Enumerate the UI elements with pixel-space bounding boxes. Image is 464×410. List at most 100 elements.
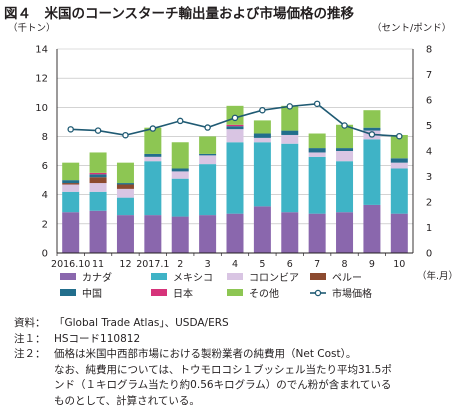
legend-label: コロンビア (249, 272, 299, 284)
bar-segment-5 (281, 130, 299, 135)
right-tick-label: 8 (426, 45, 432, 56)
note-2-line-3: ンド（１キログラム当たり約0.56キログラム）のでん粉が含まれている (54, 379, 392, 391)
bar-segment-3 (281, 134, 299, 144)
bar-segment-1 (363, 204, 381, 253)
price-point (341, 122, 348, 129)
bar-segment-1 (62, 212, 80, 253)
bar-segment-3 (308, 152, 326, 157)
right-tick-label: 5 (426, 121, 432, 132)
legend-label: 日本 (173, 287, 193, 300)
legend-swatch (60, 273, 76, 280)
legend-swatch (227, 289, 243, 296)
bar-segment-2 (199, 164, 217, 216)
price-line (67, 100, 403, 140)
category-label: 9 (369, 259, 375, 270)
bar-segment-5 (363, 127, 381, 131)
source-text: 「Global Trade Atlas」、USDA/ERS (54, 317, 229, 329)
bar-segment-5 (171, 168, 189, 172)
right-tick-label: 2 (426, 198, 432, 209)
bar-segment-3 (116, 188, 134, 198)
legend-swatch (310, 273, 326, 280)
category-label: 7 (314, 259, 320, 270)
x-axis-unit: （年.月） (417, 270, 458, 282)
bar-segment-4 (89, 177, 107, 184)
legend-label: メキシコ (173, 273, 213, 284)
right-tick-label: 7 (426, 70, 432, 81)
bar-segment-2 (308, 156, 326, 214)
bar-segment-5 (390, 158, 408, 163)
bar-segment-1 (116, 215, 134, 253)
category-label: 2 (177, 259, 183, 270)
bar-segment-7 (171, 142, 189, 169)
bar-segment-1 (199, 215, 217, 253)
price-point (286, 103, 294, 110)
bar-segment-2 (363, 139, 381, 205)
bar-segment-7 (336, 124, 354, 149)
note-1-text: HSコード110812 (54, 332, 141, 345)
left-tick-label: 14 (35, 45, 48, 56)
bar-segment-3 (171, 171, 189, 179)
bar-segment-5 (199, 153, 217, 156)
bar-segment-2 (281, 143, 299, 213)
bar-segment-7 (144, 127, 162, 154)
bar-segment-3 (199, 155, 217, 165)
price-point (368, 131, 376, 138)
left-tick-label: 2 (42, 219, 48, 230)
bar-segment-2 (171, 178, 189, 217)
note-2-line-4: ものとして、計算されている。 (54, 394, 200, 407)
bar-segment-5 (62, 180, 80, 184)
bar-segment-6 (226, 124, 244, 127)
price-point (149, 125, 157, 132)
left-tick-label: 6 (42, 161, 48, 172)
price-point (313, 100, 321, 108)
bar-segment-2 (253, 142, 271, 207)
bar-segment-2 (226, 142, 244, 214)
price-point (122, 131, 129, 139)
bars (62, 105, 408, 253)
bar-segment-5 (308, 148, 326, 153)
stacked-bar-line-chart: （千トン） （セント/ポンド） 024681012140123456782016… (8, 22, 458, 300)
note-1: 注１： HSコード110812 (14, 332, 454, 348)
category-label: 8 (342, 259, 348, 270)
bar-segment-6 (89, 172, 107, 175)
source-note: 資料： 「Global Trade Atlas」、USDA/ERS (14, 316, 454, 332)
bar-segment-2 (62, 191, 80, 213)
category-label: 5 (259, 259, 265, 270)
bar-segment-5 (144, 153, 162, 157)
source-label: 資料： (14, 317, 46, 329)
bar-segment-5 (336, 148, 354, 151)
bar-segment-2 (390, 168, 408, 214)
category-label: 3 (205, 259, 211, 270)
right-tick-label: 4 (426, 147, 432, 158)
bar-segment-1 (336, 212, 354, 253)
bar-segment-1 (390, 213, 408, 253)
bar-segment-2 (89, 191, 107, 211)
left-tick-label: 12 (35, 74, 48, 85)
left-tick-label: 0 (42, 249, 48, 260)
figure-title: 図４ 米国のコーンスターチ輸出量および市場価格の推移 (4, 6, 355, 22)
legend-label: 市場価格 (332, 287, 372, 300)
bar-segment-1 (89, 210, 107, 253)
bar-segment-3 (62, 184, 80, 192)
left-tick-label: 4 (42, 190, 48, 201)
bar-segment-1 (171, 216, 189, 253)
bar-segment-1 (281, 212, 299, 253)
category-label: 10 (393, 259, 405, 270)
notes-block: 資料： 「Global Trade Atlas」、USDA/ERS 注１： HS… (14, 316, 454, 409)
bar-segment-7 (253, 120, 271, 134)
note-2-line-1: 価格は米国中西部市場における製粉業者の純費用（Net Cost）。 (54, 348, 357, 360)
bar-segment-7 (116, 162, 134, 184)
right-tick-label: 1 (426, 223, 432, 234)
legend-swatch (151, 273, 167, 280)
price-point (176, 117, 184, 125)
category-label: 4 (232, 259, 238, 270)
bar-segment-7 (363, 110, 381, 128)
note-2-label: 注２： (14, 348, 46, 360)
bar-segment-2 (116, 197, 134, 216)
category-label: 2016.10 (51, 259, 90, 270)
price-point (67, 126, 74, 133)
legend-label: 中国 (82, 287, 102, 300)
bar-segment-7 (62, 162, 80, 181)
legend-swatch (227, 273, 243, 280)
